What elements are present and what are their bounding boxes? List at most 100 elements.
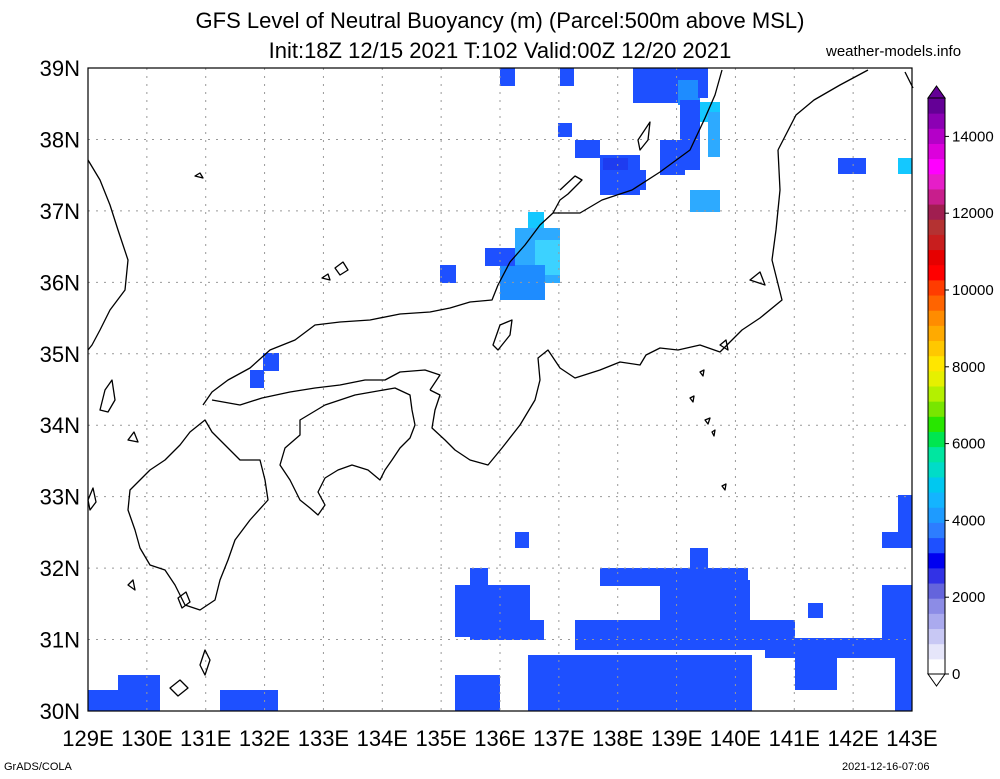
longitude-labels: 129E 130E 131E 132E 133E 134E 135E 136E 137E 138E… [62, 726, 937, 751]
buoyancy-cell [560, 68, 574, 86]
lat-tick-label: 38N [40, 127, 80, 152]
buoyancy-cell [250, 370, 264, 388]
colorbar-segment [928, 340, 945, 357]
colorbar-segment [928, 264, 945, 281]
colorbar-segment [928, 158, 945, 175]
buoyancy-cell [440, 265, 456, 283]
colorbar-label: 4000 [952, 512, 985, 529]
colorbar-segment [928, 658, 945, 675]
lon-tick-label: 139E [651, 726, 702, 751]
colorbar-segment [928, 598, 945, 614]
colorbar-segment [928, 416, 945, 432]
buoyancy-cell [263, 353, 279, 371]
buoyancy-cell [220, 690, 278, 711]
colorbar-segment [928, 552, 945, 569]
buoyancy-cell [690, 190, 720, 212]
lat-tick-label: 34N [40, 413, 80, 438]
colorbar-segment [928, 219, 945, 235]
buoyancy-cell [528, 620, 544, 640]
buoyancy-cell [528, 212, 544, 232]
lon-tick-label: 136E [474, 726, 525, 751]
colorbar-segment [928, 461, 945, 478]
colorbar-segment [928, 522, 945, 539]
colorbar-segment [928, 355, 945, 372]
map-frame [87, 67, 913, 712]
software-credit: GrADS/COLA [4, 761, 72, 773]
colorbar-segment [928, 476, 945, 493]
colorbar-segment [928, 492, 945, 508]
colorbar-segment [928, 128, 945, 144]
colorbar-segment [928, 234, 945, 251]
buoyancy-cell [558, 123, 572, 137]
colorbar-segment [928, 613, 945, 630]
lon-tick-label: 131E [180, 726, 231, 751]
colorbar-label: 6000 [952, 436, 985, 453]
buoyancy-cell [575, 620, 795, 650]
buoyancy-cell [603, 158, 628, 170]
buoyancy-cell [470, 615, 530, 640]
lat-tick-label: 32N [40, 556, 80, 581]
lon-tick-label: 130E [121, 726, 172, 751]
buoyancy-cell [690, 548, 708, 570]
chart-subtitle: Init:18Z 12/15 2021 T:102 Valid:00Z 12/2… [268, 38, 732, 63]
buoyancy-field [88, 68, 912, 711]
buoyancy-cell [630, 170, 646, 190]
lon-tick-label: 141E [769, 726, 820, 751]
colorbar: 0 2000 4000 6000 8000 10000 12000 14000 [927, 85, 994, 687]
colorbar-segment [928, 188, 945, 205]
colorbar-segment [928, 628, 945, 645]
buoyancy-cell [898, 158, 912, 174]
lon-tick-label: 137E [533, 726, 584, 751]
colorbar-segment [928, 310, 945, 326]
colorbar-segment [928, 643, 945, 660]
colorbar-segment [928, 204, 945, 220]
lon-tick-label: 140E [710, 726, 761, 751]
lat-tick-label: 30N [40, 699, 80, 724]
colorbar-segment [928, 143, 945, 160]
buoyancy-cell [678, 80, 700, 105]
buoyancy-cell [118, 675, 160, 711]
buoyancy-cell [88, 690, 118, 711]
lon-tick-label: 129E [62, 726, 113, 751]
lat-tick-label: 35N [40, 342, 80, 367]
buoyancy-cell [485, 248, 515, 266]
colorbar-min-triangle [927, 673, 946, 687]
render-timestamp: 2021-12-16-07:06 [842, 761, 930, 773]
buoyancy-cell [455, 675, 500, 711]
colorbar-label: 10000 [952, 282, 994, 299]
buoyancy-cell [470, 568, 488, 590]
lon-tick-label: 132E [239, 726, 290, 751]
colorbar-label: 8000 [952, 359, 985, 376]
buoyancy-cell [895, 655, 912, 711]
lat-tick-label: 39N [40, 56, 80, 81]
colorbar-segment [928, 431, 945, 448]
colorbar-label: 14000 [952, 128, 994, 145]
colorbar-segment [928, 98, 945, 114]
coastlines [87, 69, 914, 697]
colorbar-max-triangle [927, 85, 946, 99]
buoyancy-cell [882, 585, 912, 640]
colorbar-segment [928, 279, 945, 296]
colorbar-label: 12000 [952, 205, 994, 222]
lon-tick-label: 134E [357, 726, 408, 751]
chart-title: GFS Level of Neutral Buoyancy (m) (Parce… [195, 8, 805, 33]
lon-tick-label: 138E [592, 726, 643, 751]
lat-tick-label: 33N [40, 485, 80, 510]
buoyancy-cell [838, 158, 866, 174]
source-credit: weather-models.info [826, 43, 962, 60]
colorbar-segment [928, 370, 945, 387]
lon-tick-label: 135E [415, 726, 466, 751]
buoyancy-cell [765, 640, 795, 658]
lat-tick-label: 37N [40, 199, 80, 224]
latitude-labels: 30N 31N 32N 33N 34N 35N 36N 37N 38N 39N [40, 56, 80, 724]
colorbar-segment [928, 325, 945, 342]
colorbar-segment [928, 295, 945, 311]
lon-tick-label: 142E [827, 726, 878, 751]
colorbar-segment [928, 249, 945, 266]
lon-tick-label: 143E [886, 726, 937, 751]
buoyancy-cell [795, 638, 912, 658]
buoyancy-cell [515, 532, 529, 548]
colorbar-segment [928, 583, 945, 599]
colorbar-segment [928, 446, 945, 463]
